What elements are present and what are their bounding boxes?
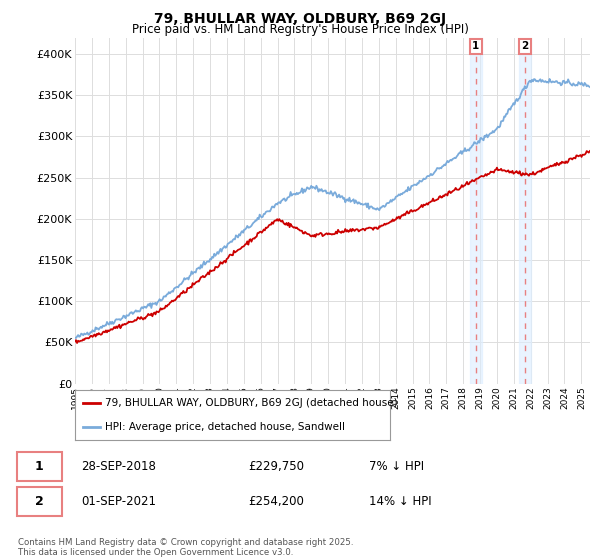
- Text: Price paid vs. HM Land Registry's House Price Index (HPI): Price paid vs. HM Land Registry's House …: [131, 23, 469, 36]
- Text: 01-SEP-2021: 01-SEP-2021: [82, 495, 157, 508]
- Text: 79, BHULLAR WAY, OLDBURY, B69 2GJ (detached house): 79, BHULLAR WAY, OLDBURY, B69 2GJ (detac…: [105, 398, 398, 408]
- Text: 7% ↓ HPI: 7% ↓ HPI: [370, 460, 424, 473]
- Text: 1: 1: [35, 460, 44, 473]
- Text: 28-SEP-2018: 28-SEP-2018: [82, 460, 156, 473]
- Text: 1: 1: [472, 41, 479, 51]
- Text: Contains HM Land Registry data © Crown copyright and database right 2025.
This d: Contains HM Land Registry data © Crown c…: [18, 538, 353, 557]
- Bar: [519, 38, 531, 384]
- Text: HPI: Average price, detached house, Sandwell: HPI: Average price, detached house, Sand…: [105, 422, 345, 432]
- Text: 79, BHULLAR WAY, OLDBURY, B69 2GJ: 79, BHULLAR WAY, OLDBURY, B69 2GJ: [154, 12, 446, 26]
- Text: £229,750: £229,750: [248, 460, 304, 473]
- Bar: [470, 38, 482, 384]
- Text: 14% ↓ HPI: 14% ↓ HPI: [370, 495, 432, 508]
- Text: 2: 2: [35, 495, 44, 508]
- Text: 2: 2: [521, 41, 529, 51]
- FancyBboxPatch shape: [17, 487, 62, 516]
- Text: £254,200: £254,200: [248, 495, 304, 508]
- FancyBboxPatch shape: [17, 452, 62, 481]
